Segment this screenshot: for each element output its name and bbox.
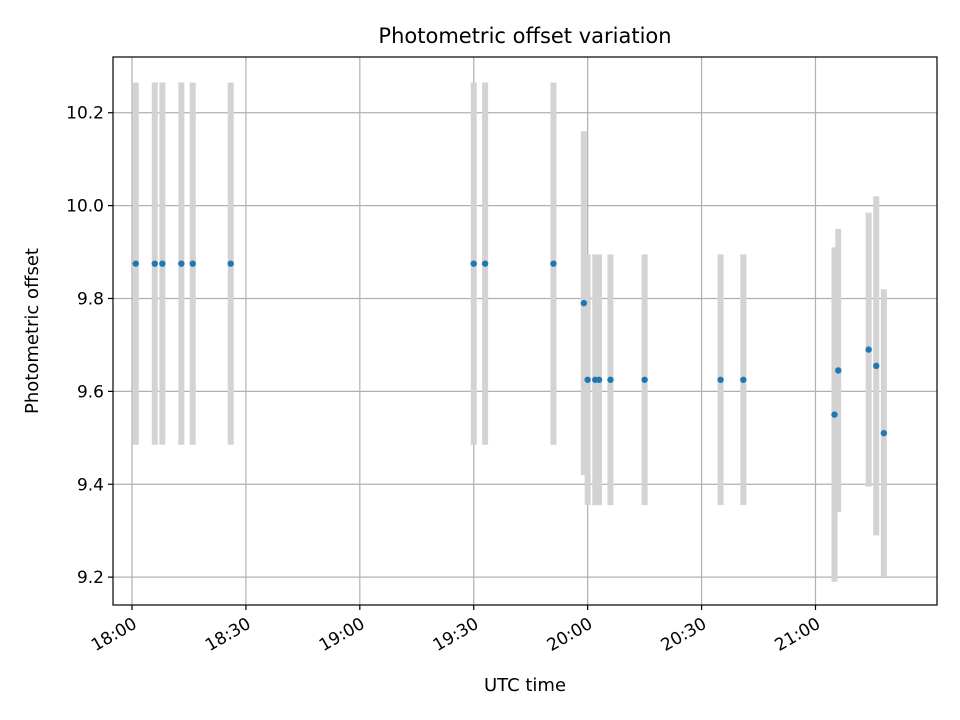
y-tick-label: 9.8 xyxy=(77,289,104,309)
data-point xyxy=(227,260,234,267)
data-point xyxy=(595,376,603,383)
data-point xyxy=(641,376,648,383)
y-tick-label: 9.6 xyxy=(77,382,104,402)
x-axis-label: UTC time xyxy=(484,675,566,696)
data-point xyxy=(178,260,185,267)
chart-title: Photometric offset variation xyxy=(378,24,671,48)
y-tick-label: 9.2 xyxy=(77,568,104,588)
data-point xyxy=(584,376,591,383)
data-point xyxy=(717,376,724,383)
data-point xyxy=(835,367,842,374)
y-tick-label: 9.4 xyxy=(77,475,104,495)
y-axis-ticks: 9.2 9.4 9.6 9.8 10.0 10.2 xyxy=(66,104,113,588)
data-point xyxy=(880,429,888,437)
data-point xyxy=(607,376,614,383)
y-tick-label: 10.2 xyxy=(66,104,104,124)
data-markers xyxy=(132,260,888,437)
data-point xyxy=(865,346,872,353)
grid-lines xyxy=(113,57,937,605)
data-point xyxy=(159,260,166,267)
data-point xyxy=(831,411,838,418)
data-point xyxy=(189,260,196,267)
data-point xyxy=(132,260,139,267)
data-point xyxy=(470,260,477,267)
y-axis-label: Photometric offset xyxy=(22,248,43,414)
data-point xyxy=(740,376,747,383)
data-point xyxy=(550,260,557,267)
data-point xyxy=(873,362,880,370)
y-tick-label: 10.0 xyxy=(66,197,104,217)
data-point xyxy=(151,260,158,267)
data-point xyxy=(481,260,489,267)
plot-frame xyxy=(112,56,938,606)
data-point xyxy=(580,299,588,307)
